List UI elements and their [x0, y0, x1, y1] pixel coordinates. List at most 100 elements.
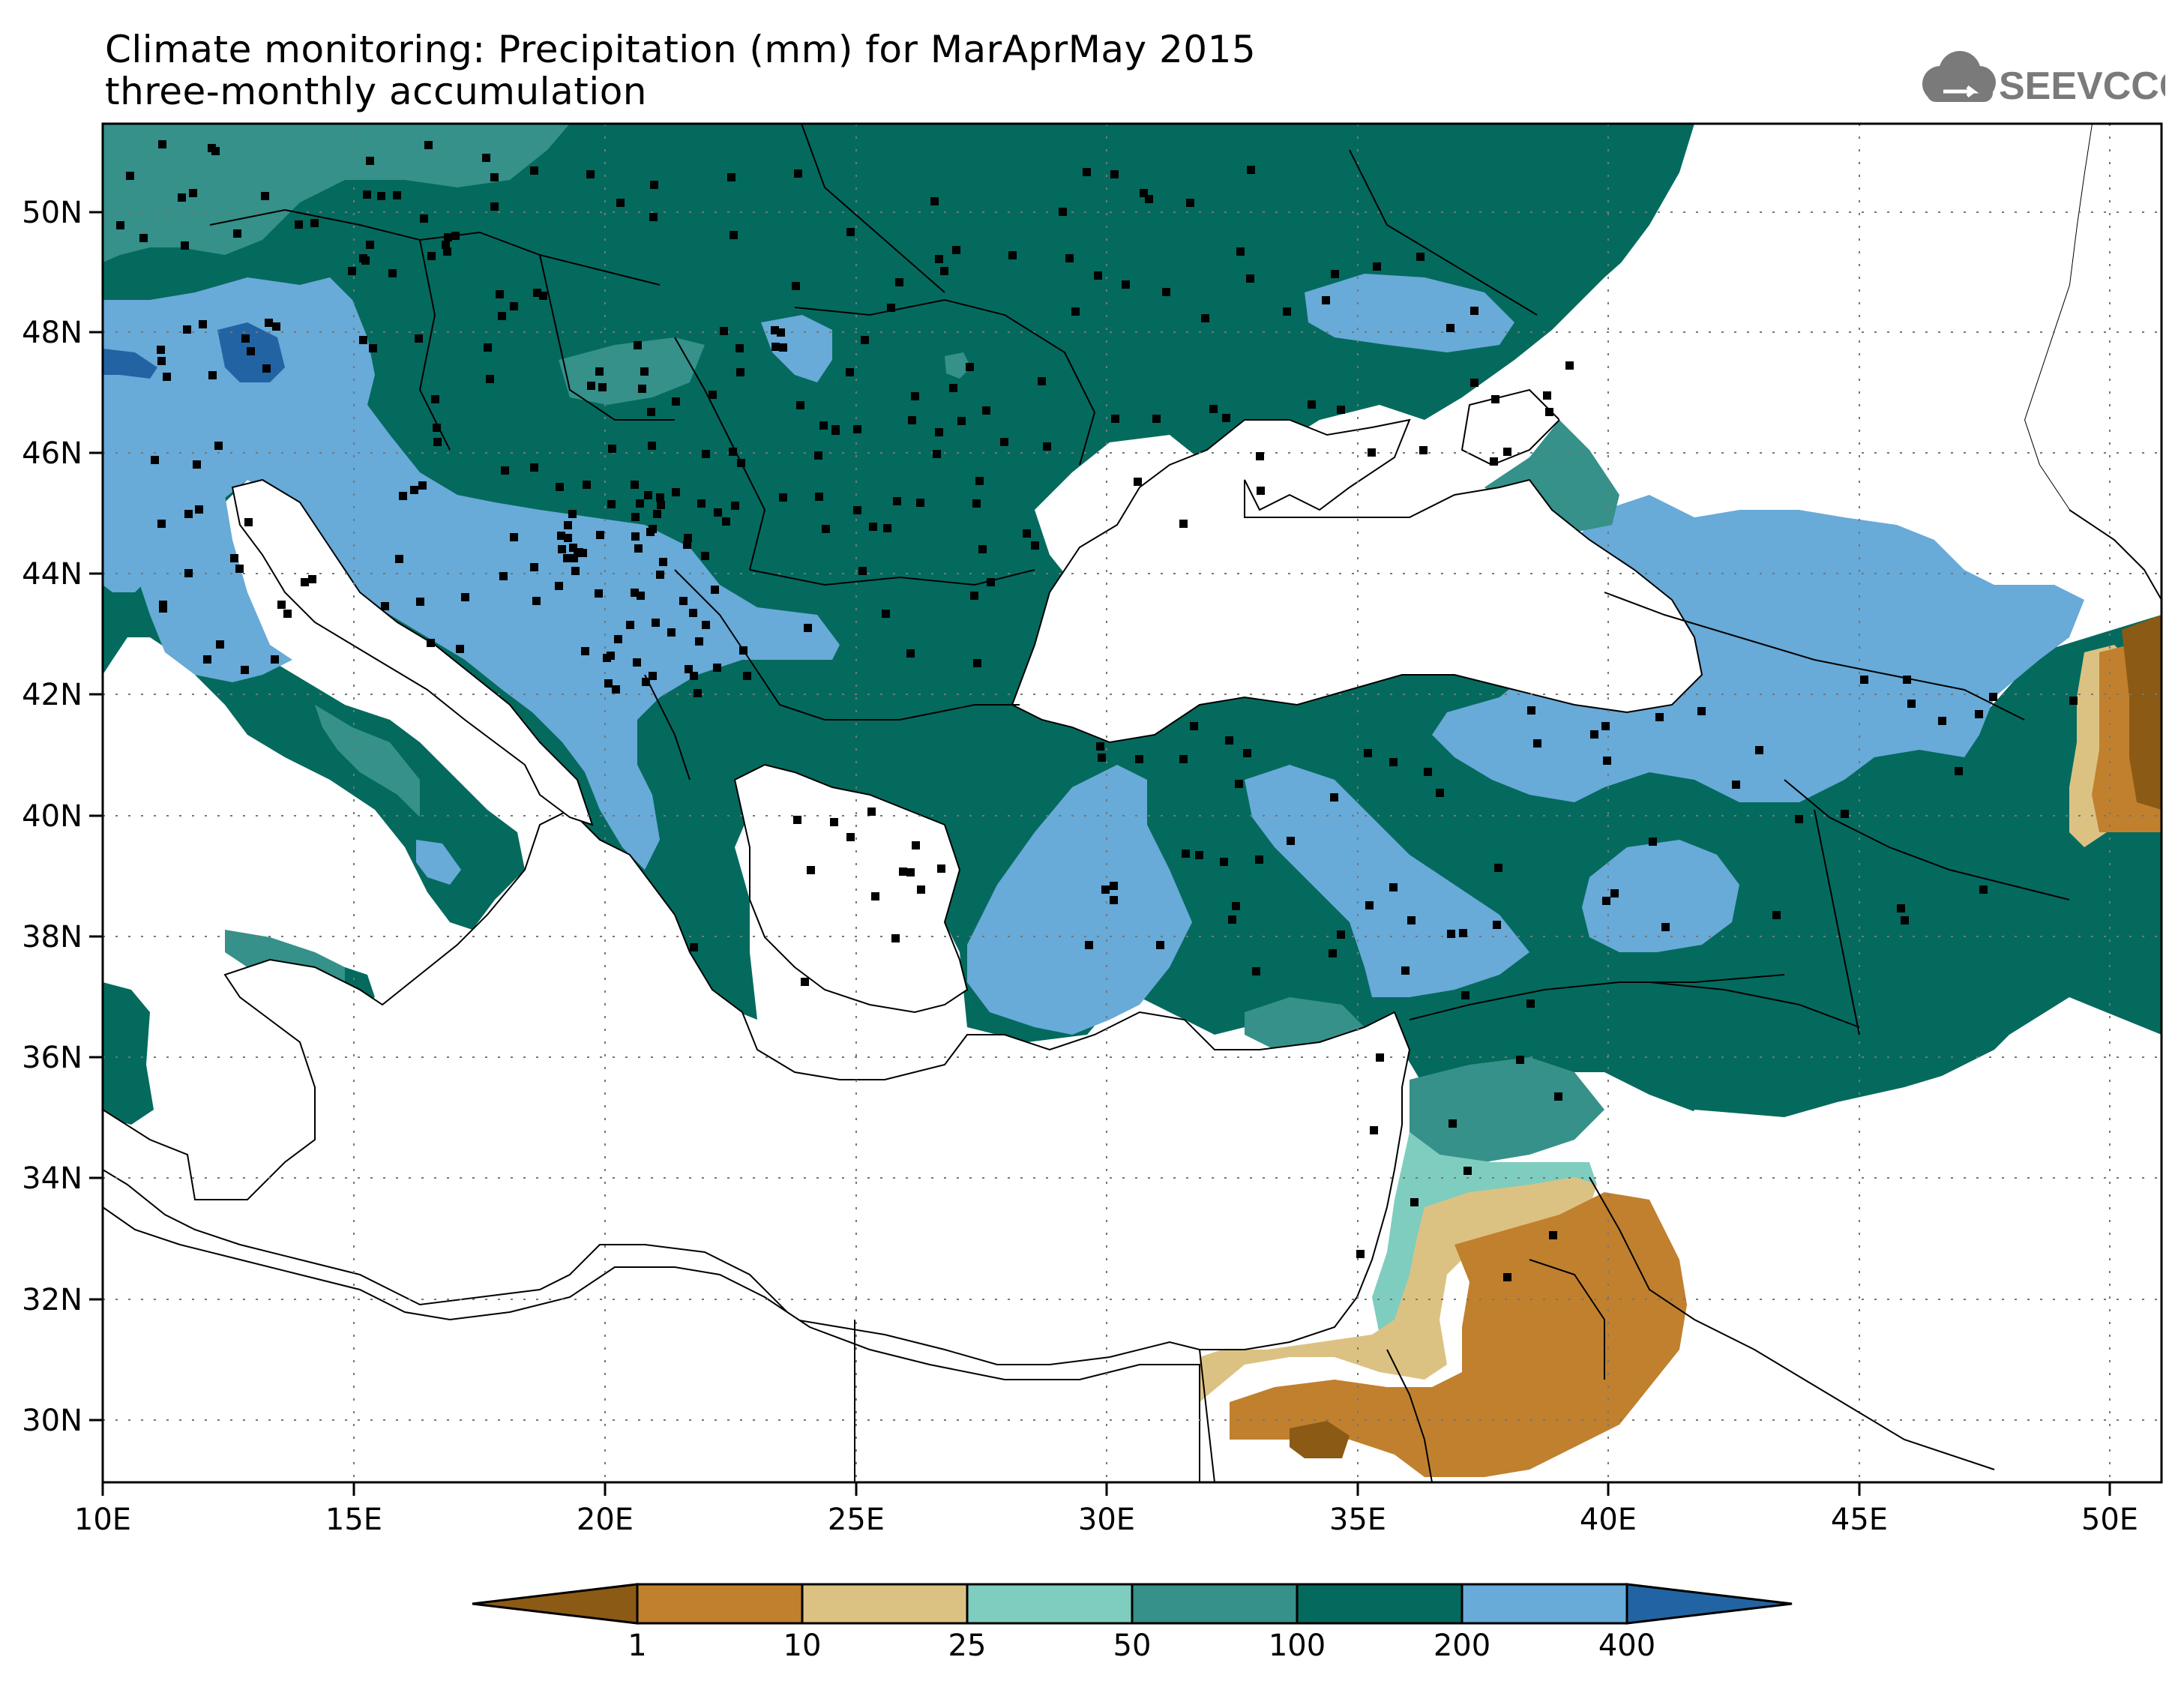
station-marker	[139, 234, 148, 242]
station-marker	[501, 466, 509, 475]
station-marker	[657, 501, 665, 509]
lat-label: 34N	[22, 1161, 82, 1196]
station-marker	[711, 586, 719, 594]
land-50-100-romania	[945, 352, 971, 379]
station-marker	[1401, 966, 1410, 975]
station-marker	[1389, 758, 1398, 766]
station-marker	[482, 154, 490, 162]
station-marker	[363, 190, 371, 199]
station-marker	[277, 601, 286, 609]
colorbar-bin	[1131, 1583, 1299, 1625]
station-marker	[794, 169, 802, 178]
station-marker	[801, 978, 809, 986]
station-marker	[1162, 288, 1170, 296]
station-marker	[1283, 307, 1291, 316]
station-marker	[1111, 415, 1119, 423]
station-marker	[1182, 849, 1190, 858]
station-marker	[853, 506, 861, 514]
mediterranean-sea	[103, 808, 1411, 1365]
station-marker	[807, 866, 815, 874]
station-marker	[871, 892, 879, 900]
station-marker	[1590, 730, 1598, 739]
station-marker	[1179, 755, 1188, 763]
station-marker	[151, 456, 159, 464]
station-marker	[359, 254, 367, 262]
station-marker	[672, 397, 680, 406]
lon-label: 15E	[325, 1503, 382, 1537]
station-marker	[415, 334, 423, 343]
station-marker	[957, 417, 966, 425]
station-marker	[442, 241, 450, 249]
station-marker	[393, 191, 401, 199]
seevccc-logo: SEEVCCC	[1922, 51, 2165, 108]
station-marker	[1755, 746, 1763, 754]
station-marker	[574, 549, 582, 557]
station-marker	[586, 170, 595, 178]
lat-label: 30N	[22, 1404, 82, 1438]
station-marker	[1190, 722, 1198, 730]
station-marker	[184, 569, 193, 577]
station-marker	[1140, 189, 1148, 197]
station-marker	[555, 582, 563, 590]
station-marker	[381, 602, 389, 610]
station-marker	[568, 510, 577, 518]
station-marker	[208, 371, 217, 379]
lon-label: 30E	[1078, 1503, 1135, 1537]
chart-title: Climate monitoring: Precipitation (mm) f…	[105, 28, 1257, 71]
station-marker	[1490, 457, 1498, 466]
station-marker	[244, 518, 253, 526]
station-marker	[533, 289, 541, 297]
station-marker	[882, 610, 890, 618]
station-marker	[595, 589, 603, 598]
station-marker	[937, 864, 945, 873]
station-marker	[1246, 274, 1254, 283]
station-marker	[126, 172, 134, 180]
station-marker	[1365, 901, 1374, 909]
station-marker	[490, 202, 499, 211]
station-marker	[949, 384, 957, 392]
station-marker	[427, 639, 435, 647]
station-marker	[656, 493, 664, 502]
station-marker	[532, 597, 541, 605]
station-marker	[1516, 1056, 1524, 1064]
land-200-400-anatolia-central	[1245, 765, 1529, 997]
station-marker	[1256, 452, 1264, 460]
station-marker	[1610, 889, 1619, 897]
station-marker	[735, 344, 744, 352]
station-marker	[181, 241, 189, 250]
station-marker	[631, 532, 640, 541]
station-marker	[366, 241, 374, 249]
colorbar-arrow-high	[1625, 1583, 1793, 1625]
station-marker	[970, 592, 978, 600]
station-marker	[777, 328, 785, 337]
station-marker	[2069, 697, 2078, 705]
station-marker	[1493, 921, 1501, 929]
station-marker	[308, 575, 316, 583]
north-africa-land	[103, 1206, 1200, 1482]
station-marker	[1252, 967, 1260, 975]
station-marker	[1101, 885, 1110, 894]
station-marker	[709, 391, 717, 399]
station-marker	[1228, 915, 1236, 924]
station-marker	[1071, 307, 1080, 316]
station-marker	[366, 157, 374, 165]
station-marker	[583, 481, 591, 489]
station-marker	[1356, 1250, 1365, 1258]
station-marker	[418, 481, 427, 490]
station-marker	[631, 481, 639, 489]
station-marker	[571, 567, 580, 575]
station-marker	[636, 499, 644, 508]
station-marker	[672, 488, 680, 496]
station-marker	[216, 640, 224, 649]
station-marker	[498, 312, 506, 320]
station-marker	[564, 521, 572, 529]
station-marker	[935, 428, 943, 436]
station-marker	[649, 213, 658, 221]
colorbar-label: 100	[1269, 1629, 1326, 1663]
station-marker	[595, 367, 604, 376]
station-marker	[804, 624, 812, 632]
station-marker	[581, 647, 589, 655]
station-marker	[1389, 883, 1398, 891]
station-marker	[295, 220, 303, 229]
station-marker	[649, 525, 657, 533]
